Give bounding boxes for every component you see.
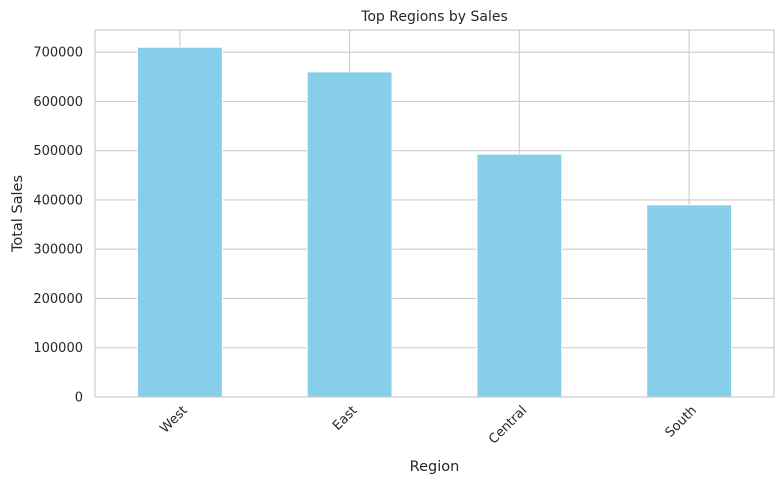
y-tick-label: 0 [75, 391, 83, 406]
y-tick-label: 700000 [33, 46, 83, 61]
x-axis-label: Region [410, 459, 460, 475]
y-tick-label: 400000 [33, 193, 83, 208]
bar-east [306, 71, 393, 398]
y-axis-label: Total Sales [10, 175, 26, 253]
x-tick-labels: West East Central South [157, 403, 699, 447]
y-tick-labels: 0 100000 200000 300000 400000 500000 600000 700… [33, 46, 83, 406]
y-tick-label: 300000 [33, 243, 83, 258]
bars [136, 46, 733, 398]
x-tick-label-east: East [330, 403, 360, 433]
x-tick-label-central: Central [486, 403, 530, 447]
bar-south [646, 204, 733, 398]
bar-central [476, 153, 563, 398]
chart-title: Top Regions by Sales [360, 9, 508, 25]
plot-frame [94, 29, 775, 398]
x-tick-label-west: West [157, 403, 190, 436]
y-tick-label: 200000 [33, 292, 83, 307]
y-tick-label: 500000 [33, 144, 83, 159]
x-tick-label-south: South [663, 403, 700, 440]
y-tick-label: 600000 [33, 95, 83, 110]
bar-west [136, 46, 223, 398]
y-tick-label: 100000 [33, 341, 83, 356]
